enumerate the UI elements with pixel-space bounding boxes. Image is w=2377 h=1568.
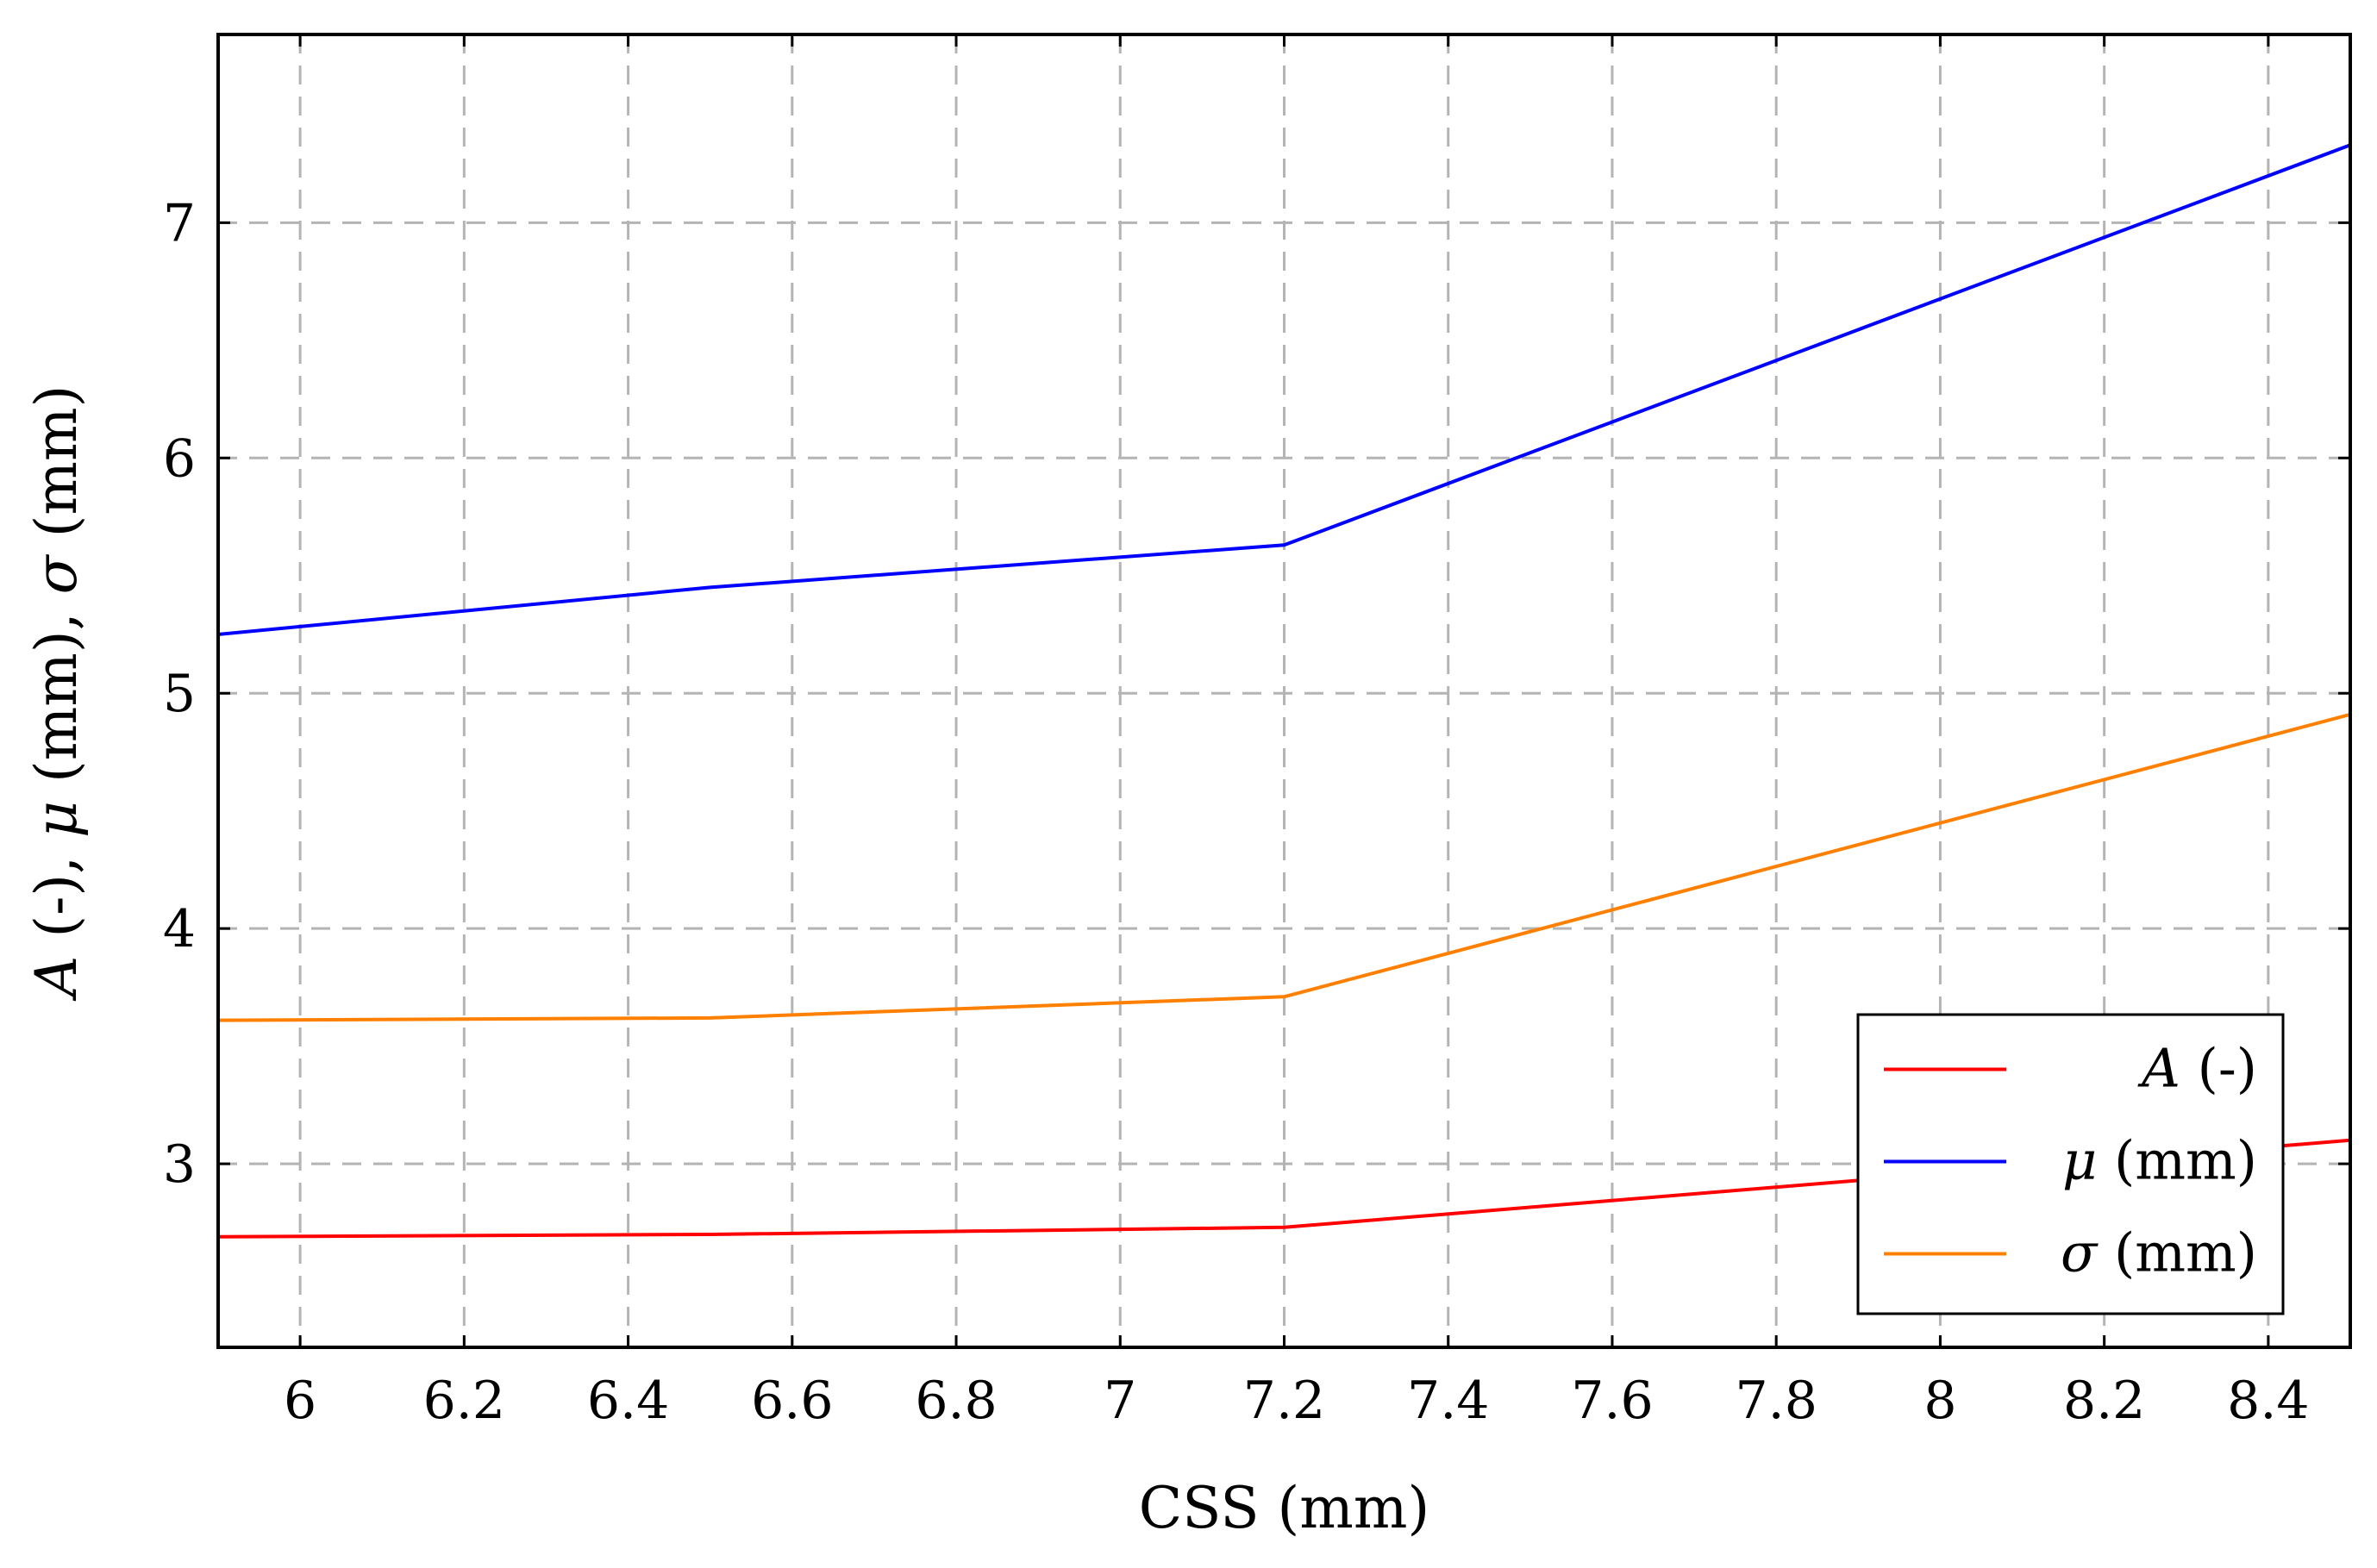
x-tick-label: 7.6	[1571, 1371, 1653, 1431]
x-tick-label: 6.6	[751, 1371, 833, 1431]
x-tick-label: 8.2	[2063, 1371, 2145, 1431]
x-tick-label: 6	[284, 1371, 316, 1431]
legend-label: μ (mm)	[2062, 1129, 2257, 1192]
text-part: A	[2137, 1037, 2180, 1100]
y-tick-label: 5	[163, 664, 196, 724]
x-tick-label: 6.2	[423, 1371, 505, 1431]
text-part: (-),	[23, 838, 90, 956]
legend-entry-A: A (-)	[1884, 1037, 2257, 1100]
legend: A (-)μ (mm)σ (mm)	[1856, 1013, 2285, 1315]
x-axis-title: CSS (mm)	[1139, 1475, 1429, 1541]
x-tick-label: 7.2	[1243, 1371, 1325, 1431]
x-tick-label: 6.4	[587, 1371, 669, 1431]
legend-box	[1856, 1013, 2285, 1315]
y-tick-label: 7	[163, 193, 196, 253]
text-part: A	[23, 956, 90, 1003]
x-tick-label: 7.4	[1407, 1371, 1489, 1431]
legend-entry-mu: μ (mm)	[1884, 1129, 2257, 1192]
series-lines	[218, 143, 2350, 1239]
text-part: (-)	[2180, 1037, 2257, 1100]
x-tick-label: 7.8	[1735, 1371, 1817, 1431]
x-tick-label: 8.4	[2227, 1371, 2309, 1431]
text-part: σ	[23, 553, 90, 594]
legend-entry-sigma: σ (mm)	[1884, 1221, 2257, 1284]
legend-label: A (-)	[2137, 1037, 2257, 1100]
y-tick-label: 4	[163, 899, 196, 959]
text-part: σ	[2061, 1221, 2099, 1284]
x-tick-label: 7	[1104, 1371, 1136, 1431]
text-part: (mm)	[2097, 1221, 2257, 1284]
axis-ticks	[218, 34, 2350, 1347]
text-part: (mm),	[23, 594, 90, 801]
series-line-sigma	[218, 712, 2350, 1022]
text-part: μ	[23, 801, 90, 838]
y-tick-label: 6	[163, 428, 196, 489]
y-tick-label: 3	[163, 1134, 196, 1195]
legend-label: σ (mm)	[2061, 1221, 2257, 1284]
series-line-mu	[218, 143, 2350, 636]
tick-labels: 6 6.2 6.4 6.6 6.8 7 7.2 7.4 7.6 7.8 8 8.2 8.4 3 4 5 6 7	[163, 193, 2310, 1431]
x-tick-label: 8	[1923, 1371, 1956, 1431]
text-part: μ	[2062, 1129, 2097, 1192]
y-axis-title: A (-), μ (mm), σ (mm)	[23, 385, 90, 1003]
series-line-A	[218, 1138, 2350, 1239]
x-tick-label: 6.8	[915, 1371, 997, 1431]
text-part: (mm)	[23, 385, 90, 556]
text-part: (mm)	[2097, 1129, 2257, 1192]
